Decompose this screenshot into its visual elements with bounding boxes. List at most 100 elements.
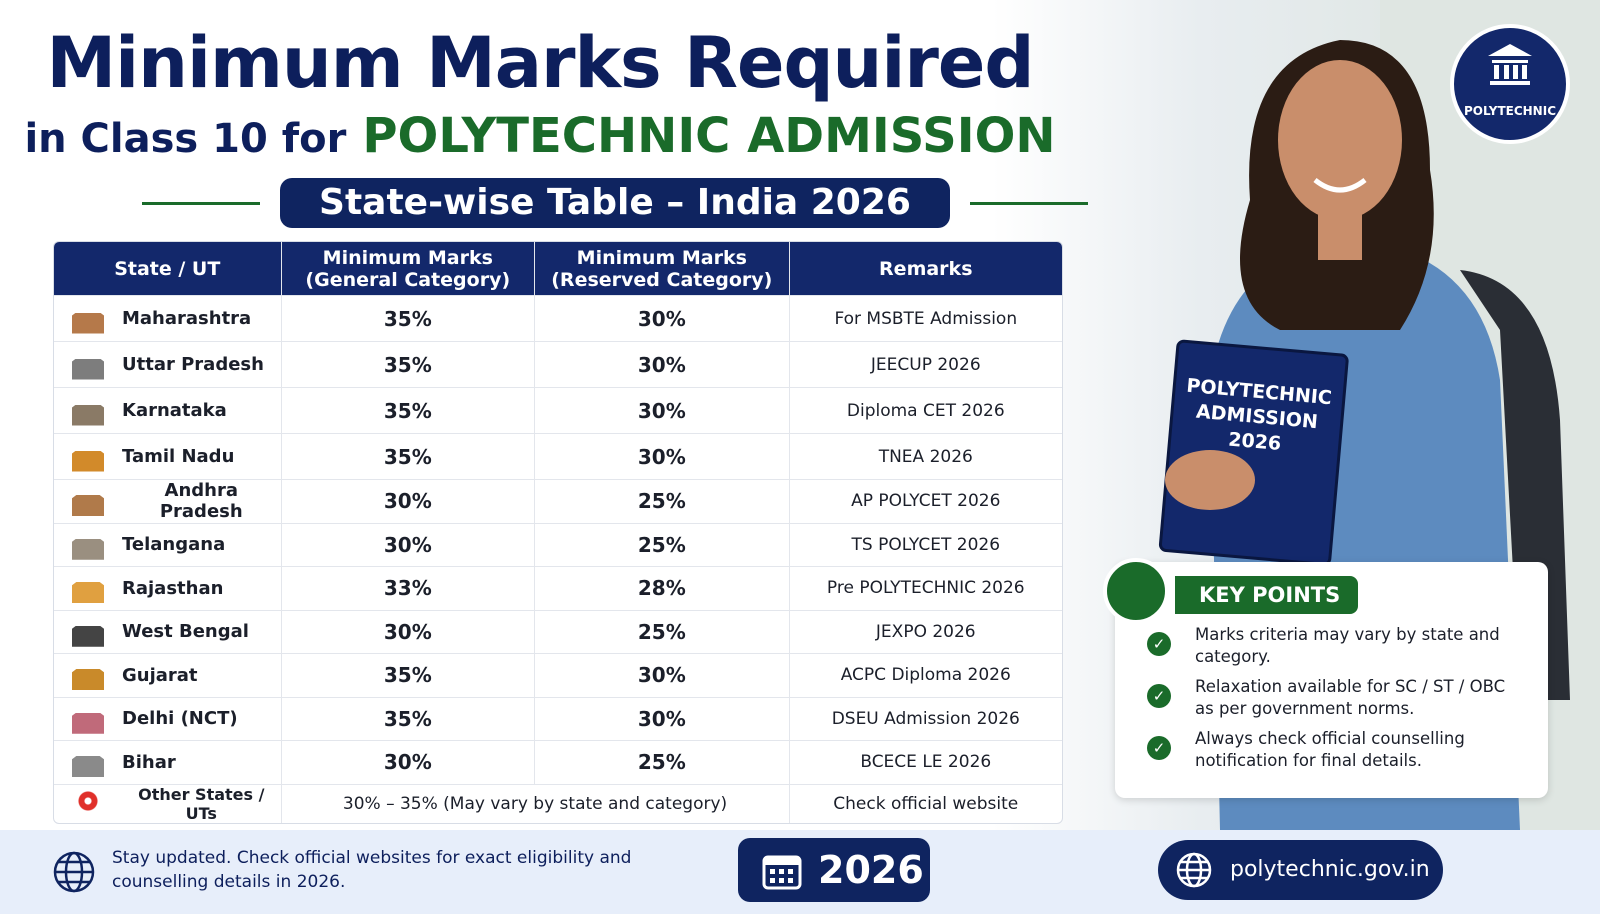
key-point: Marks criteria may vary by state and cat… (1195, 625, 1500, 666)
header-cell: Remarks (790, 242, 1062, 295)
cell: For MSBTE Admission (790, 296, 1062, 341)
cell: BCECE LE 2026 (790, 741, 1062, 784)
cell: JEECUP 2026 (790, 342, 1062, 387)
marks: 28% (637, 576, 686, 601)
state-name: Uttar Pradesh (122, 354, 264, 375)
cell: 25% (535, 610, 790, 653)
marks: 30% (383, 619, 432, 644)
cell: Tamil Nadu (54, 434, 282, 479)
cell: 30% (535, 697, 790, 740)
calendar-icon (762, 855, 802, 890)
cell: 30% (535, 434, 790, 479)
year: 2026 (818, 848, 924, 892)
cell: 30% (282, 610, 536, 653)
cell: Other States / UTs (54, 784, 282, 823)
remark: For MSBTE Admission (834, 308, 1018, 329)
table-row: West Bengal 30% 25% JEXPO 2026 (54, 610, 1062, 654)
remark: Diploma CET 2026 (846, 400, 1005, 421)
website-link[interactable]: polytechnic.gov.in (1158, 840, 1443, 900)
cell: JEXPO 2026 (790, 611, 1062, 654)
state-name: Gujarat (122, 664, 198, 686)
marks: 35% (383, 352, 432, 377)
remark: Pre POLYTECHNIC 2026 (826, 578, 1025, 599)
footer-note: Stay updated. Check official websites fo… (112, 848, 632, 892)
cell: TS POLYCET 2026 (790, 524, 1062, 567)
marks: 35% (383, 444, 432, 469)
remark: BCECE LE 2026 (860, 752, 992, 773)
table-row: Delhi (NCT) 35% 30% DSEU Admission 2026 (54, 697, 1062, 741)
marks: 30% (637, 306, 686, 331)
remark: Check official website (833, 793, 1019, 814)
year-badge: 2026 (738, 838, 930, 902)
table: State / UT Minimum Marks (General Category… (53, 241, 1063, 824)
table-row: Andhra Pradesh 30% 25% AP POLYCET 2026 (54, 480, 1062, 524)
globe-icon (1176, 852, 1212, 888)
marks: 35% (383, 398, 432, 423)
key-point: Relaxation available for SC / ST / OBC a… (1195, 677, 1506, 718)
header-text: Minimum Marks (322, 246, 493, 269)
cell: 25% (535, 741, 790, 784)
cell: Check official website (790, 785, 1062, 823)
cell: 30% (282, 480, 536, 523)
state-name: West Bengal (122, 621, 249, 643)
cell: Andhra Pradesh (54, 480, 282, 523)
subtitle: in Class 10 for POLYTECHNIC ADMISSION (0, 108, 1080, 164)
state-icon (72, 747, 104, 778)
marks: 30% (637, 352, 686, 377)
cell: 35% (282, 388, 536, 433)
state-icon (72, 486, 104, 517)
state-icon (72, 573, 104, 604)
state-icon (72, 303, 104, 334)
cell: 30% (535, 654, 790, 697)
cell: 25% (535, 523, 790, 566)
state-icon (72, 529, 104, 560)
pin-icon (68, 788, 108, 819)
rule (142, 202, 260, 205)
table-row: Telangana 30% 25% TS POLYCET 2026 (54, 523, 1062, 567)
remark: ACPC Diploma 2026 (840, 665, 1011, 686)
website[interactable]: polytechnic.gov.in (1230, 857, 1430, 882)
rule (970, 202, 1088, 205)
header-text: Remarks (879, 257, 973, 280)
table-row: Bihar 30% 25% BCECE LE 2026 (54, 741, 1062, 785)
state-name: Tamil Nadu (122, 446, 235, 467)
globe-icon (53, 851, 95, 893)
state-icon (72, 660, 104, 691)
banner: State-wise Table – India 2026 (280, 178, 950, 228)
state-name: Rajasthan (122, 577, 224, 599)
cell: Maharashtra (54, 296, 282, 341)
marks: 30% (637, 398, 686, 423)
check-icon: ✓ (1147, 684, 1171, 708)
marks: 30% (383, 532, 432, 557)
cell: 33% (282, 567, 536, 610)
marks: 35% (383, 706, 432, 731)
header-text: Minimum Marks (576, 246, 747, 269)
marks: 30% (637, 663, 686, 688)
marks: 25% (637, 619, 686, 644)
header-text: (Reserved Category) (551, 268, 773, 291)
cell: Pre POLYTECHNIC 2026 (790, 567, 1062, 610)
marks: 35% (383, 306, 432, 331)
state-name: Andhra Pradesh (159, 480, 243, 523)
remark: DSEU Admission 2026 (831, 708, 1020, 729)
footer: Stay updated. Check official websites fo… (0, 830, 1600, 914)
key-point: Always check official counselling notifi… (1195, 729, 1465, 770)
table-row: Uttar Pradesh 35% 30% JEECUP 2026 (54, 342, 1062, 388)
cell: Rajasthan (54, 567, 282, 610)
cell: 30% (535, 388, 790, 433)
table-row: Other States / UTs 30% – 35% (May vary by… (54, 784, 1062, 823)
key-points-title: KEY POINTS (1175, 576, 1359, 614)
book-text: 2026 (1227, 429, 1282, 456)
check-icon: ✓ (1147, 736, 1171, 760)
header-cell: Minimum Marks (Reserved Category) (535, 242, 790, 295)
header-text: (General Category) (305, 268, 511, 291)
cell: Telangana (54, 523, 282, 566)
cell: Karnataka (54, 388, 282, 433)
table-row: Maharashtra 35% 30% For MSBTE Admission (54, 296, 1062, 342)
subtitle-prefix: in Class 10 for (24, 116, 347, 162)
badge-icon (1488, 44, 1532, 85)
title: Minimum Marks Required (46, 22, 1035, 104)
table-row: Karnataka 35% 30% Diploma CET 2026 (54, 388, 1062, 434)
marks: 35% (383, 663, 432, 688)
